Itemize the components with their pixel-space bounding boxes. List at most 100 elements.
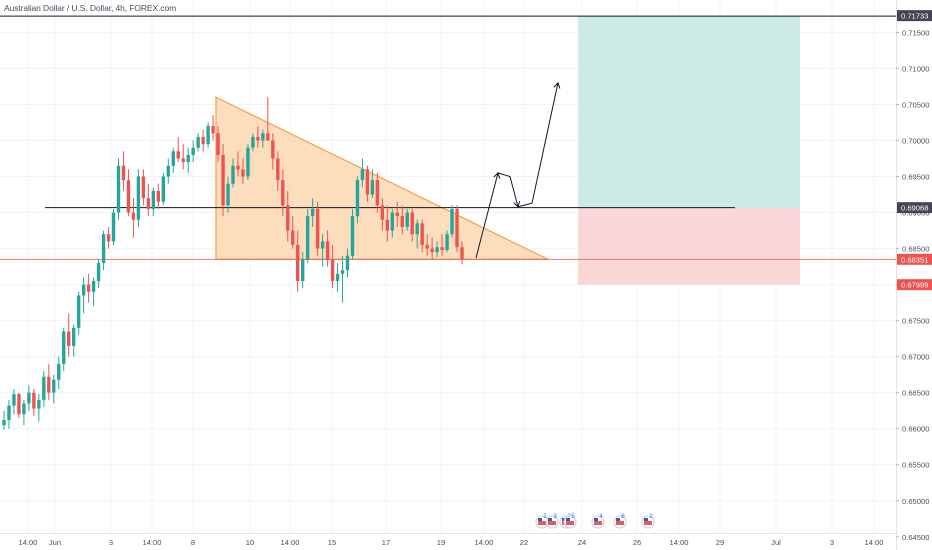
candle-body	[186, 154, 190, 163]
candle	[330, 244, 335, 289]
candle	[355, 176, 360, 224]
candle-body	[171, 151, 175, 166]
candle-body	[121, 165, 126, 181]
candle	[211, 115, 215, 141]
candle	[286, 190, 290, 242]
candle-body	[440, 247, 444, 251]
candle-body	[32, 392, 36, 409]
candle-body	[86, 284, 91, 292]
price-badge[interactable]	[897, 279, 932, 291]
triangle-shape[interactable]	[215, 96, 549, 260]
candle	[450, 205, 454, 238]
time-tick-label: 3	[109, 538, 113, 547]
time-axis[interactable]: 14:00 Jun 3 14:00 8 10 14:00 15 17 19 14:00 22 24 26 1…	[0, 533, 896, 550]
time-tick-label: 15	[328, 538, 336, 547]
flag-stripe	[548, 521, 556, 525]
candle-body	[261, 133, 265, 141]
candle	[7, 399, 11, 429]
price-tick-label: 0.67000	[902, 353, 929, 362]
price-axis[interactable]: 0.71500 0.71000 0.70500 0.70000 0.69500 0.690…	[896, 0, 932, 550]
candle	[171, 147, 175, 173]
candle	[32, 389, 36, 416]
time-tick-label: 26	[633, 538, 641, 547]
candle	[166, 158, 170, 184]
candle-body	[2, 420, 6, 426]
price-tick-label: 0.65000	[902, 497, 929, 506]
flag-canton	[616, 518, 620, 521]
price-badge[interactable]	[897, 202, 932, 214]
price-badge[interactable]	[897, 10, 932, 22]
candle-body	[276, 158, 280, 181]
candle-body	[455, 208, 459, 248]
candle	[67, 313, 71, 357]
projection-arrows[interactable]	[475, 81, 561, 259]
candle-body	[71, 327, 76, 346]
candle	[71, 324, 76, 357]
candle	[276, 151, 280, 191]
price-badge-label: 0.69068	[901, 204, 928, 213]
candle	[320, 234, 325, 267]
candle-body	[325, 241, 330, 260]
candle-body	[111, 212, 116, 242]
candle-body	[141, 176, 146, 199]
candle-body	[310, 208, 315, 217]
candle	[370, 169, 375, 199]
candle-body	[305, 216, 310, 260]
candle-body	[335, 273, 340, 282]
target-zone[interactable]	[578, 15, 800, 208]
candle-body	[101, 234, 106, 263]
candle	[81, 277, 86, 314]
candle	[340, 255, 345, 303]
candle	[305, 208, 310, 263]
price-tick-label: 0.70500	[902, 100, 929, 109]
candle	[17, 392, 21, 418]
candle	[62, 327, 66, 372]
event-count: 5	[571, 514, 575, 520]
candle	[385, 205, 390, 242]
candle-body	[221, 154, 225, 206]
price-badge[interactable]	[897, 253, 932, 265]
time-axis-bg	[0, 533, 896, 550]
event-flag-icon[interactable]: 2	[535, 514, 549, 529]
candle-body	[196, 136, 200, 148]
candle-body	[62, 331, 66, 364]
candle	[86, 273, 91, 303]
candle	[310, 198, 315, 227]
candle-body	[246, 147, 250, 177]
candle	[2, 410, 6, 431]
economic-events[interactable]: 2325462	[535, 514, 655, 529]
candle-body	[166, 165, 170, 177]
event-flag-icon[interactable]: 5	[563, 514, 577, 529]
projection-path[interactable]	[475, 82, 559, 259]
time-tick-label: 24	[578, 538, 586, 547]
grid	[0, 0, 896, 538]
event-flag-icon[interactable]: 4	[591, 514, 605, 529]
price-badge-label: 0.68351	[901, 255, 928, 264]
event-count: 4	[599, 514, 603, 520]
candle-body	[161, 176, 166, 202]
price-tick-label: 0.69500	[902, 173, 929, 182]
descending-triangle-pattern[interactable]	[215, 96, 549, 260]
candle-body	[7, 405, 11, 421]
candle	[57, 356, 61, 390]
candle	[300, 252, 305, 289]
time-tick-label: 14:00	[142, 538, 161, 547]
candle	[360, 158, 365, 188]
time-tick-label: 8	[191, 538, 195, 547]
event-flag-icon[interactable]: 3	[545, 514, 559, 529]
candle-body	[156, 190, 161, 202]
candle	[151, 187, 156, 217]
horizontal-lines[interactable]	[0, 15, 896, 260]
candle	[325, 230, 330, 267]
candle-body	[76, 295, 81, 328]
arrow-head-icon	[493, 171, 501, 179]
candle	[111, 208, 116, 245]
candle	[186, 147, 190, 173]
event-flag-icon[interactable]: 6	[613, 514, 627, 529]
candle-body	[146, 198, 151, 209]
stop-zone[interactable]	[578, 207, 800, 285]
candle	[146, 183, 151, 217]
event-flag-icon[interactable]: 2	[641, 514, 655, 529]
position-tool[interactable]	[578, 15, 800, 285]
